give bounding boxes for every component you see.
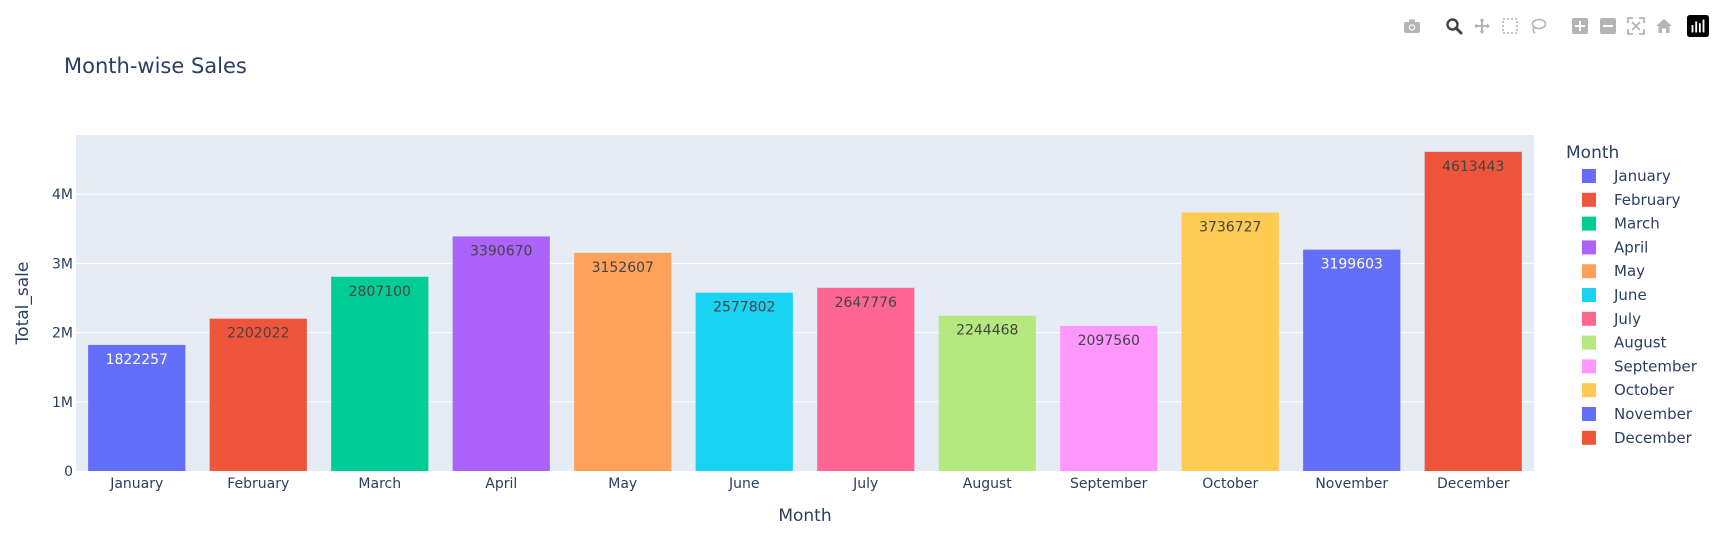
bar-september[interactable] — [1060, 325, 1158, 471]
legend-swatch — [1582, 407, 1596, 421]
legend-item-june[interactable]: June — [1582, 286, 1647, 304]
legend-item-october[interactable]: October — [1582, 381, 1675, 399]
legend-title: Month — [1566, 143, 1619, 163]
bar-value-label: 2807100 — [349, 284, 411, 300]
bar-value-label: 3199603 — [1321, 257, 1383, 273]
modebar — [1398, 14, 1726, 38]
x-tick-label: July — [852, 476, 878, 492]
chart-title: Month-wise Sales — [64, 54, 247, 78]
bar-may[interactable] — [574, 252, 672, 471]
legend-label: November — [1614, 405, 1693, 423]
legend-item-may[interactable]: May — [1582, 262, 1645, 280]
y-tick-label: 1M — [52, 395, 73, 411]
x-tick-label: September — [1070, 476, 1148, 492]
y-tick-label: 3M — [52, 256, 73, 272]
x-tick-label: October — [1202, 476, 1258, 492]
y-tick-label: 0 — [64, 464, 73, 480]
bar-value-label: 4613443 — [1442, 159, 1504, 175]
legend-label: September — [1614, 357, 1698, 375]
legend-item-november[interactable]: November — [1582, 405, 1693, 423]
x-axis-label: Month — [778, 506, 831, 526]
bar-july[interactable] — [817, 287, 915, 471]
legend-swatch — [1582, 264, 1596, 279]
legend-label: December — [1614, 429, 1693, 447]
legend-label: January — [1613, 167, 1671, 185]
legend-item-february[interactable]: February — [1582, 191, 1681, 209]
bar-february[interactable] — [209, 318, 307, 471]
box-select-icon[interactable] — [1496, 14, 1524, 38]
x-tick-label: June — [728, 476, 760, 492]
bar-value-label: 1822257 — [106, 352, 168, 368]
legend-label: June — [1613, 286, 1647, 304]
bar-april[interactable] — [452, 236, 550, 471]
x-tick-label: March — [358, 476, 401, 492]
x-tick-label: December — [1437, 476, 1510, 492]
legend-label: March — [1614, 215, 1660, 233]
x-axis-ticks: January February March April May June July Augu… — [109, 476, 1510, 492]
legend-label: July — [1613, 310, 1641, 328]
legend-item-january[interactable]: January — [1582, 167, 1671, 185]
bar-value-label: 2647776 — [835, 295, 897, 311]
legend-swatch — [1582, 216, 1596, 231]
x-tick-label: January — [109, 476, 163, 492]
legend-swatch — [1582, 311, 1596, 326]
legend-swatch — [1582, 430, 1596, 445]
legend-item-april[interactable]: April — [1582, 238, 1648, 256]
y-axis-label: Total_sale — [13, 262, 33, 346]
bars: 1822257 2202022 2807100 3390670 3152607 25778… — [88, 151, 1522, 471]
plot-area[interactable] — [76, 135, 1534, 471]
legend-swatch — [1582, 335, 1596, 350]
legend-item-december[interactable]: December — [1582, 429, 1693, 447]
legend-item-august[interactable]: August — [1582, 334, 1667, 352]
zoom-in-icon[interactable] — [1566, 14, 1594, 38]
y-axis-ticks: 0 1M 2M 3M 4M — [52, 187, 73, 480]
zoom-icon[interactable] — [1440, 14, 1468, 38]
bar-value-label: 2577802 — [713, 300, 775, 316]
legend-label: February — [1614, 191, 1681, 209]
bar-value-label: 3390670 — [470, 243, 532, 259]
x-tick-label: May — [608, 476, 637, 492]
bar-august[interactable] — [938, 315, 1036, 471]
legend-item-july[interactable]: July — [1582, 310, 1641, 328]
y-tick-label: 4M — [52, 187, 73, 203]
legend-label: May — [1614, 262, 1645, 280]
bar-value-label: 2244468 — [956, 323, 1018, 339]
bar-june[interactable] — [695, 292, 793, 471]
legend-swatch — [1582, 192, 1596, 207]
zoom-out-icon[interactable] — [1594, 14, 1622, 38]
y-tick-label: 2M — [52, 326, 73, 342]
legend-item-september[interactable]: September — [1582, 357, 1698, 375]
bar-december[interactable] — [1424, 151, 1522, 471]
lasso-select-icon[interactable] — [1524, 14, 1552, 38]
camera-icon[interactable] — [1398, 14, 1426, 38]
x-tick-label: November — [1315, 476, 1388, 492]
legend-label: October — [1614, 381, 1675, 399]
legend-swatch — [1582, 359, 1596, 374]
legend-swatch — [1582, 240, 1596, 255]
plotly-logo-icon[interactable] — [1686, 14, 1710, 38]
x-tick-label: April — [485, 476, 517, 492]
legend-label: April — [1614, 238, 1648, 256]
bar-value-label: 3736727 — [1199, 219, 1261, 235]
pan-icon[interactable] — [1468, 14, 1496, 38]
legend: January February March April May June July Augu… — [1582, 167, 1698, 447]
legend-label: August — [1614, 334, 1667, 352]
bar-value-label: 3152607 — [592, 260, 654, 276]
x-tick-label: August — [963, 476, 1013, 492]
x-tick-label: February — [227, 476, 289, 492]
legend-swatch — [1582, 288, 1596, 302]
bar-november[interactable] — [1303, 249, 1401, 471]
legend-swatch — [1582, 383, 1596, 398]
bar-value-label: 2097560 — [1078, 333, 1140, 349]
reset-axes-icon[interactable] — [1650, 14, 1678, 38]
autoscale-icon[interactable] — [1622, 14, 1650, 38]
legend-item-march[interactable]: March — [1582, 215, 1660, 233]
bar-october[interactable] — [1181, 212, 1279, 471]
bar-january[interactable] — [88, 344, 186, 471]
legend-swatch — [1582, 169, 1596, 183]
bar-value-label: 2202022 — [227, 326, 289, 342]
bar-march[interactable] — [331, 276, 429, 471]
gridlines — [76, 193, 1534, 403]
